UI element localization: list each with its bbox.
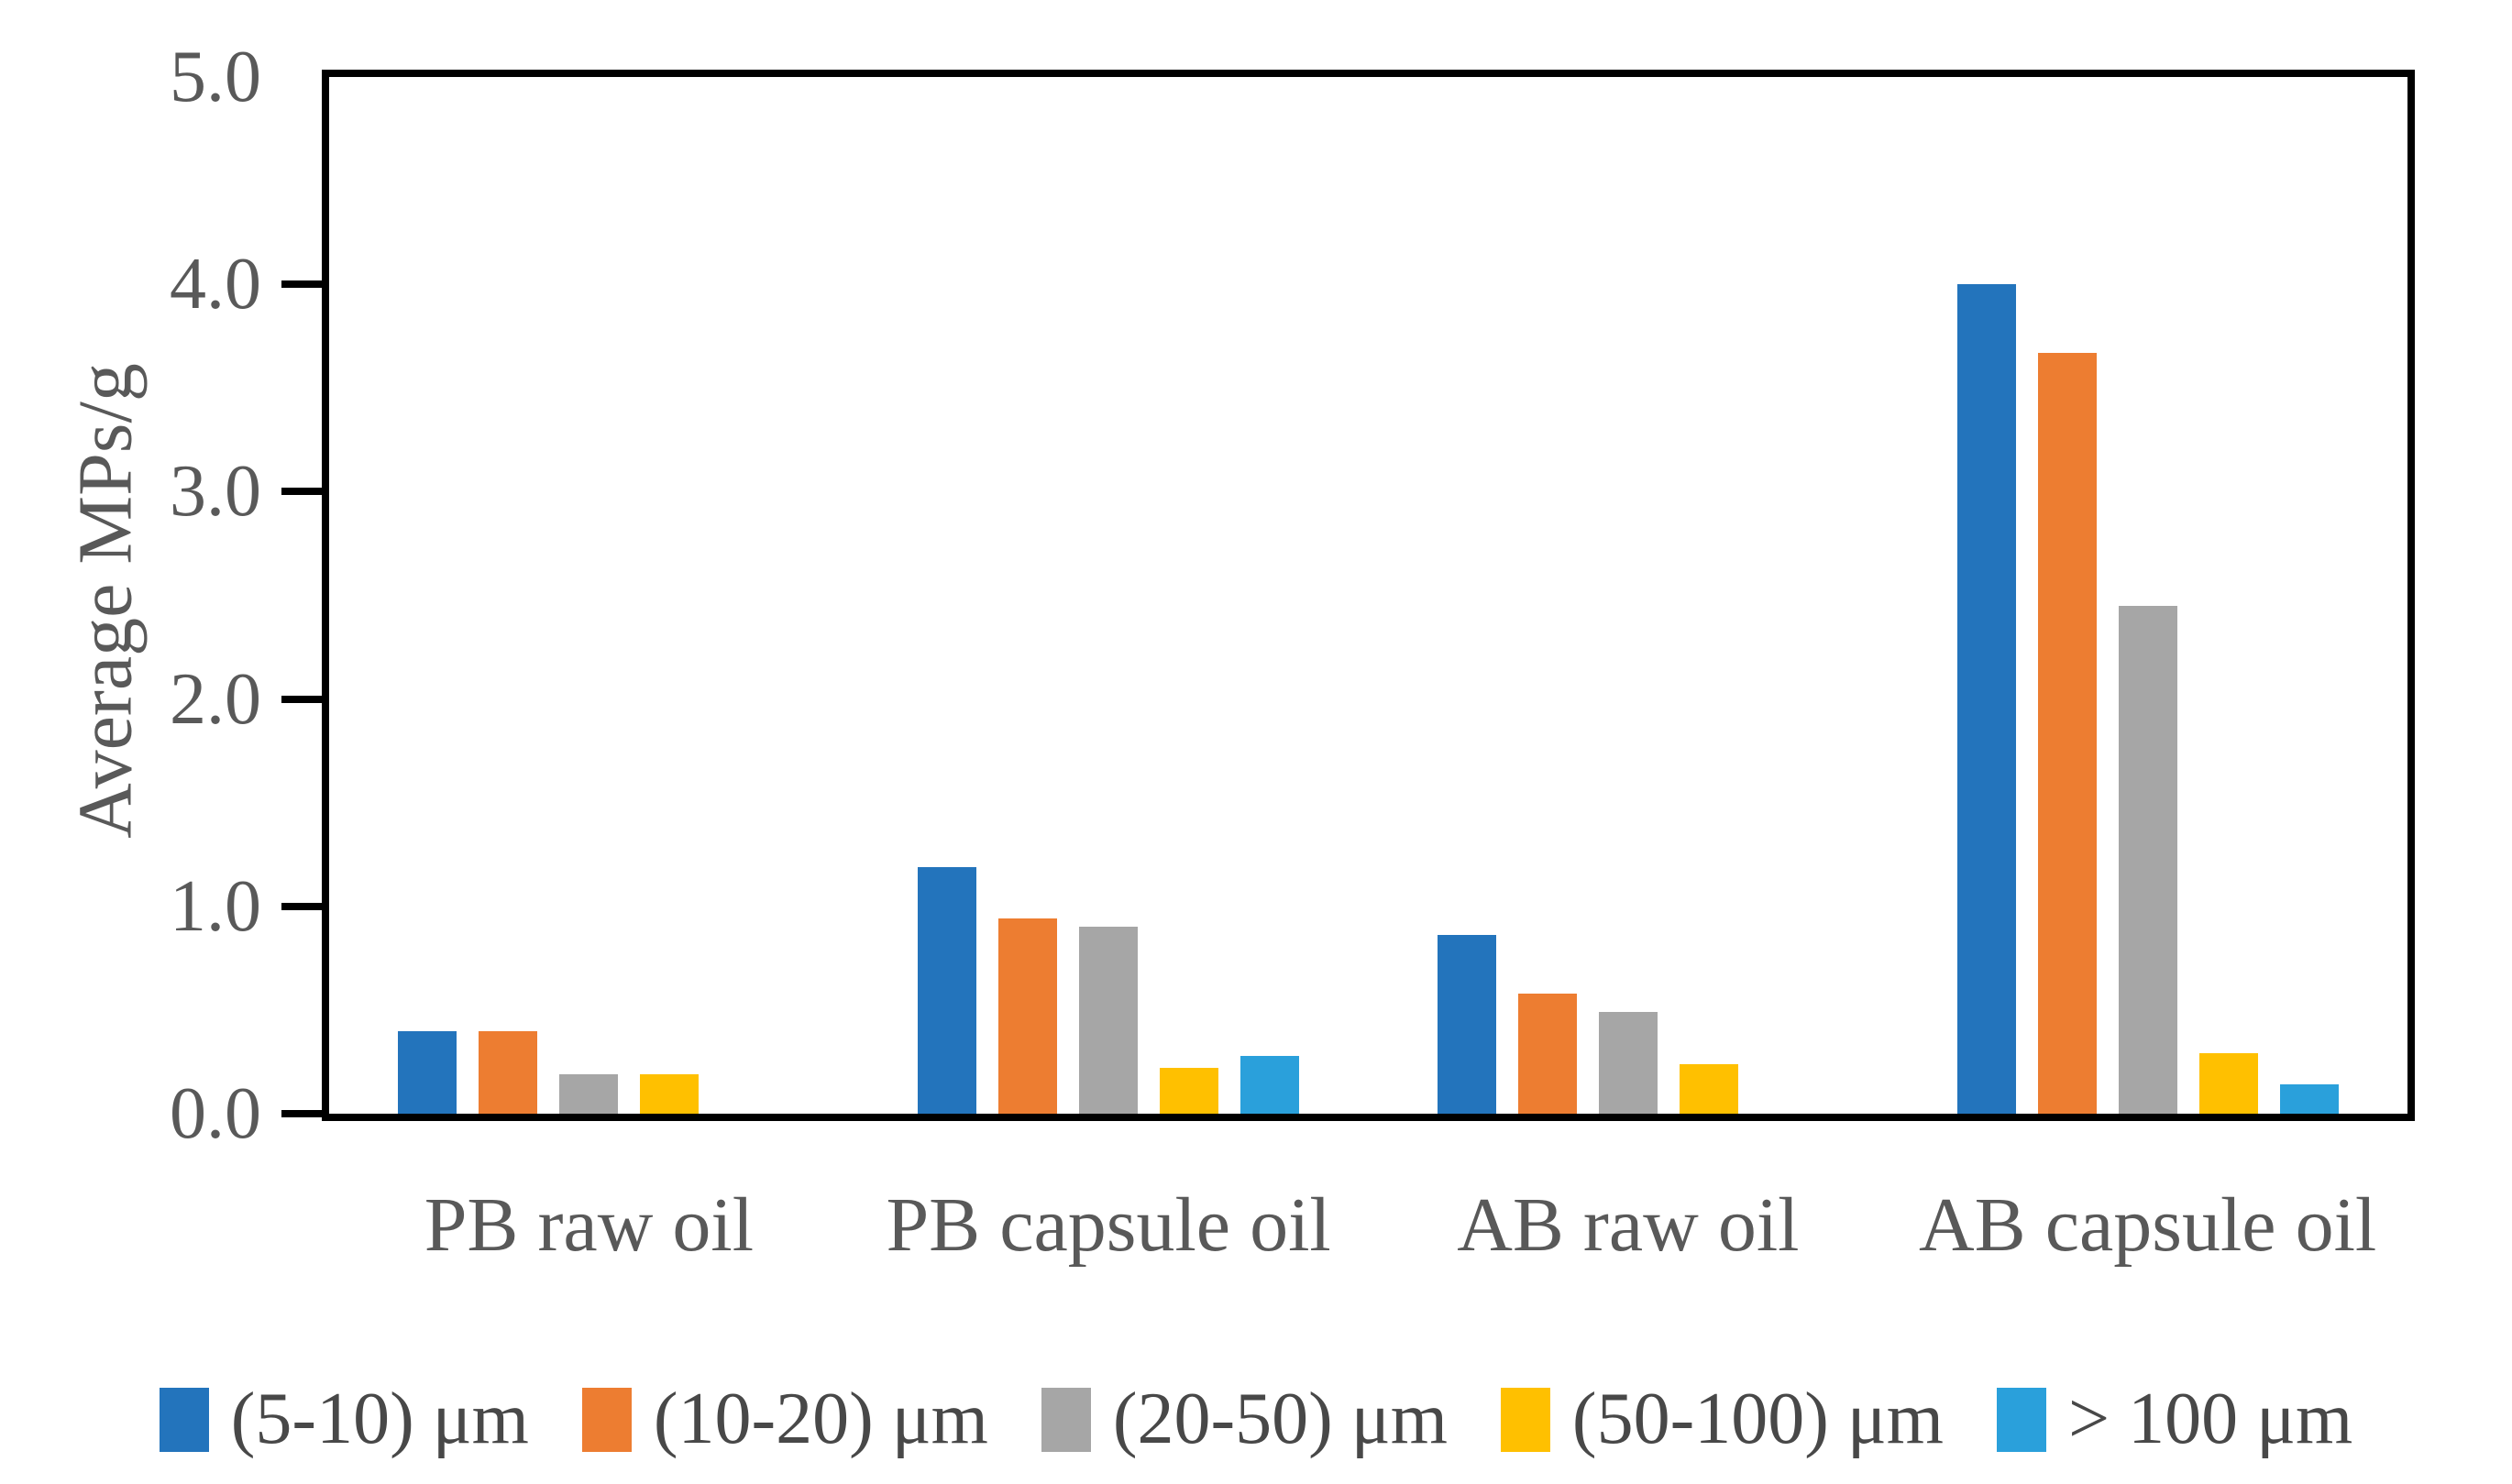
bar-ab-raw-oil-series-2 xyxy=(1598,1012,1658,1114)
y-axis-tick-0.0 xyxy=(281,1110,322,1117)
bar-pb-capsule-oil-series-1 xyxy=(998,918,1058,1114)
bar-ab-raw-oil-series-0 xyxy=(1437,935,1496,1114)
y-axis-tick-2.0 xyxy=(281,695,322,703)
y-axis-tick-label-2.0: 2.0 xyxy=(170,658,261,740)
bar-pb-raw-oil-series-1 xyxy=(479,1030,538,1114)
bar-ab-capsule-oil-series-0 xyxy=(1956,284,2016,1114)
y-axis-tick-1.0 xyxy=(281,902,322,910)
legend-label: > 100 μm xyxy=(2067,1379,2353,1459)
bar-pb-raw-oil-series-0 xyxy=(398,1030,457,1114)
legend-swatch-icon xyxy=(1041,1387,1091,1452)
bar-pb-capsule-oil-series-2 xyxy=(1079,927,1139,1114)
legend-label: (20-50) μm xyxy=(1112,1379,1448,1459)
y-axis-tick-4.0 xyxy=(281,280,322,289)
legend-swatch-icon xyxy=(159,1387,209,1452)
y-axis-tick-3.0 xyxy=(281,488,322,496)
category-label-pb-capsule-oil: PB capsule oil xyxy=(886,1182,1331,1268)
legend-item-2: (20-50) μm xyxy=(1041,1378,1448,1461)
legend-item-3: (50-100) μm xyxy=(1500,1378,1944,1461)
category-label-ab-raw-oil: AB raw oil xyxy=(1457,1182,1800,1268)
bar-ab-raw-oil-series-1 xyxy=(1517,993,1577,1114)
legend-item-4: > 100 μm xyxy=(1996,1378,2353,1461)
bar-pb-raw-oil-series-3 xyxy=(640,1074,700,1114)
legend: (5-10) μm (10-20) μm (20-50) μm (50-100) μm… xyxy=(0,1355,2512,1484)
bar-ab-raw-oil-series-3 xyxy=(1679,1063,1738,1114)
bar-pb-raw-oil-series-2 xyxy=(559,1074,619,1114)
legend-item-1: (10-20) μm xyxy=(581,1378,988,1461)
bar-pb-capsule-oil-series-0 xyxy=(918,866,977,1114)
plot-area xyxy=(322,70,2415,1121)
legend-label: (50-100) μm xyxy=(1571,1379,1944,1459)
bar-pb-capsule-oil-series-4 xyxy=(1240,1055,1300,1114)
y-axis-tick-label-0.0: 0.0 xyxy=(170,1073,261,1154)
y-axis-title: Average MPs/g xyxy=(62,363,149,839)
category-label-ab-capsule-oil: AB capsule oil xyxy=(1919,1182,2377,1268)
y-axis-tick-label-1.0: 1.0 xyxy=(170,865,261,947)
y-axis-tick-label-4.0: 4.0 xyxy=(170,244,261,325)
legend-label: (5-10) μm xyxy=(230,1379,529,1459)
legend-swatch-icon xyxy=(1500,1387,1550,1452)
y-axis-tick-label-3.0: 3.0 xyxy=(170,451,261,533)
legend-item-0: (5-10) μm xyxy=(159,1378,529,1461)
bar-ab-capsule-oil-series-1 xyxy=(2037,352,2097,1114)
legend-swatch-icon xyxy=(581,1387,632,1452)
legend-label: (10-20) μm xyxy=(653,1379,988,1459)
y-axis-tick-label-5.0: 5.0 xyxy=(170,37,261,117)
bar-ab-capsule-oil-series-3 xyxy=(2198,1053,2258,1114)
bar-pb-capsule-oil-series-3 xyxy=(1160,1068,1219,1114)
bar-ab-capsule-oil-series-4 xyxy=(2279,1084,2339,1114)
bar-ab-capsule-oil-series-2 xyxy=(2118,605,2177,1114)
category-label-pb-raw-oil: PB raw oil xyxy=(424,1182,755,1268)
legend-swatch-icon xyxy=(1996,1387,2046,1452)
